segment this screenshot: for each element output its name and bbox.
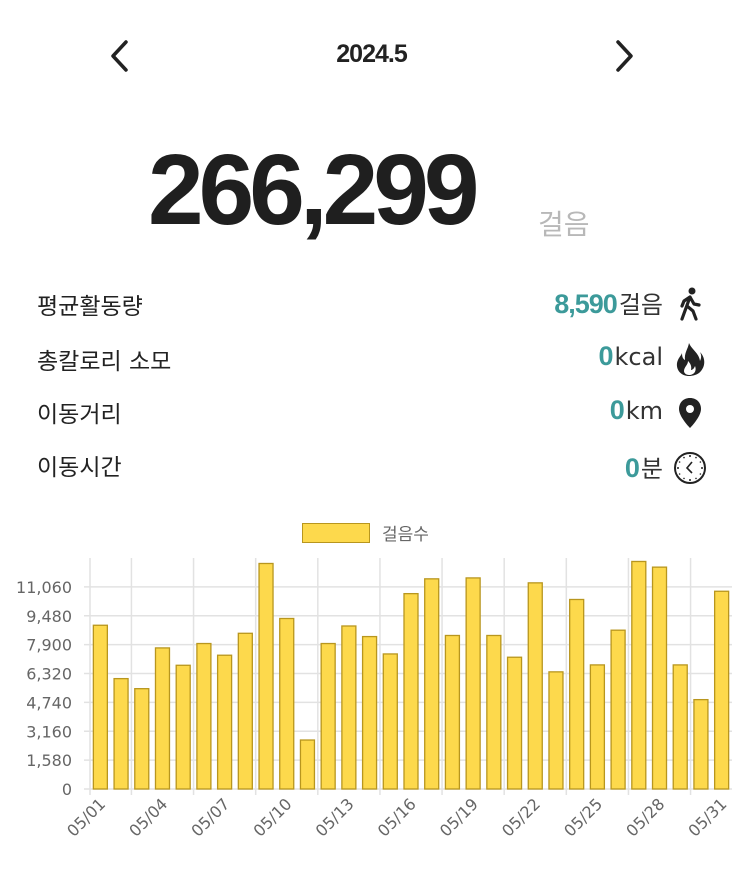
stat-unit: 걸음 <box>618 291 663 319</box>
bar-05/08 <box>237 632 253 790</box>
chevron-left-icon <box>111 40 128 72</box>
stat-unit: 분 <box>640 455 663 483</box>
x-tick-label: 05/22 <box>498 794 544 840</box>
bar-05/13 <box>341 625 357 790</box>
legend-swatch <box>302 522 370 543</box>
bar-05/31 <box>713 590 730 790</box>
bar-05/12 <box>320 642 336 790</box>
bar-05/23 <box>548 671 564 790</box>
x-tick-label: 05/16 <box>374 794 420 840</box>
bar-05/30 <box>693 698 709 790</box>
bar-05/09 <box>258 562 274 790</box>
stat-number: 0 <box>598 341 614 371</box>
stat-number: 8,590 <box>554 289 618 319</box>
stat-unit: km <box>625 397 663 425</box>
x-tick-label: 05/25 <box>560 794 606 840</box>
bar-05/24 <box>569 598 585 790</box>
bar-05/01 <box>92 624 109 790</box>
stat-unit: kcal <box>614 343 663 371</box>
x-tick-label: 05/19 <box>436 794 482 840</box>
clock-icon <box>674 452 706 484</box>
bar-05/18 <box>444 634 461 790</box>
y-tick-label: 11,060 <box>16 578 72 597</box>
bar-05/02 <box>113 677 129 790</box>
bar-05/03 <box>134 688 150 790</box>
bar-05/14 <box>361 635 378 790</box>
x-tick-label: 05/01 <box>63 794 109 840</box>
next-month-button[interactable] <box>606 36 642 76</box>
y-tick-label: 9,480 <box>26 607 72 626</box>
bar-05/27 <box>631 560 647 790</box>
month-title: 2024.5 <box>336 40 407 68</box>
prev-month-button[interactable] <box>102 36 138 76</box>
map-pin-icon <box>679 398 701 428</box>
x-tick-label: 05/04 <box>125 794 171 840</box>
y-tick-label: 3,160 <box>26 722 72 741</box>
bar-05/15 <box>382 653 398 790</box>
chevron-right-icon <box>616 40 633 72</box>
bar-05/05 <box>175 664 191 790</box>
total-steps-unit: 걸음 <box>538 208 590 241</box>
stat-number: 0 <box>609 395 625 425</box>
bar-05/19 <box>465 577 481 790</box>
avg-activity-label: 평균활동량 <box>37 294 143 320</box>
bar-05/11 <box>299 739 316 790</box>
total-calorie-value: 0 kcal <box>599 341 664 372</box>
bar-05/04 <box>154 647 171 790</box>
bar-05/20 <box>486 634 502 790</box>
legend-label: 걸음수 <box>382 525 429 545</box>
distance-value: 0 km <box>610 395 663 426</box>
x-tick-label: 05/13 <box>312 794 358 840</box>
bar-05/25 <box>589 664 606 790</box>
bar-05/22 <box>527 582 543 790</box>
total-steps: 266,299 <box>148 134 479 246</box>
walking-icon <box>680 287 701 321</box>
bar-05/10 <box>279 617 295 790</box>
x-tick-label: 05/31 <box>684 794 730 840</box>
steps-bar-chart: 0 1,580 3,160 4,740 6,320 7,900 9,480 11,060 05/… <box>16 558 732 840</box>
y-tick-label: 7,900 <box>26 636 72 655</box>
bar-05/06 <box>196 642 212 790</box>
x-tick-label: 05/07 <box>187 794 233 840</box>
y-tick-label: 0 <box>62 780 72 799</box>
distance-label: 이동거리 <box>37 402 122 428</box>
chart-legend[interactable]: 걸음수 <box>302 520 429 545</box>
bar-05/07 <box>216 654 233 790</box>
bar-05/29 <box>672 664 688 790</box>
bar-05/28 <box>651 566 668 790</box>
move-time-label: 이동시간 <box>37 455 122 481</box>
stat-number: 0 <box>624 453 640 483</box>
x-tick-label: 05/28 <box>622 794 668 840</box>
bar-05/16 <box>403 592 419 790</box>
avg-activity-value: 8,590 걸음 <box>554 285 663 320</box>
y-tick-label: 6,320 <box>26 665 72 684</box>
y-tick-label: 4,740 <box>26 693 72 712</box>
y-tick-label: 1,580 <box>26 751 72 770</box>
bar-05/26 <box>610 629 626 790</box>
x-tick-label: 05/10 <box>250 794 296 840</box>
bar-05/21 <box>506 656 523 790</box>
total-calorie-label: 총칼로리 소모 <box>37 349 172 375</box>
bar-05/17 <box>424 578 440 790</box>
fire-icon <box>676 343 705 376</box>
